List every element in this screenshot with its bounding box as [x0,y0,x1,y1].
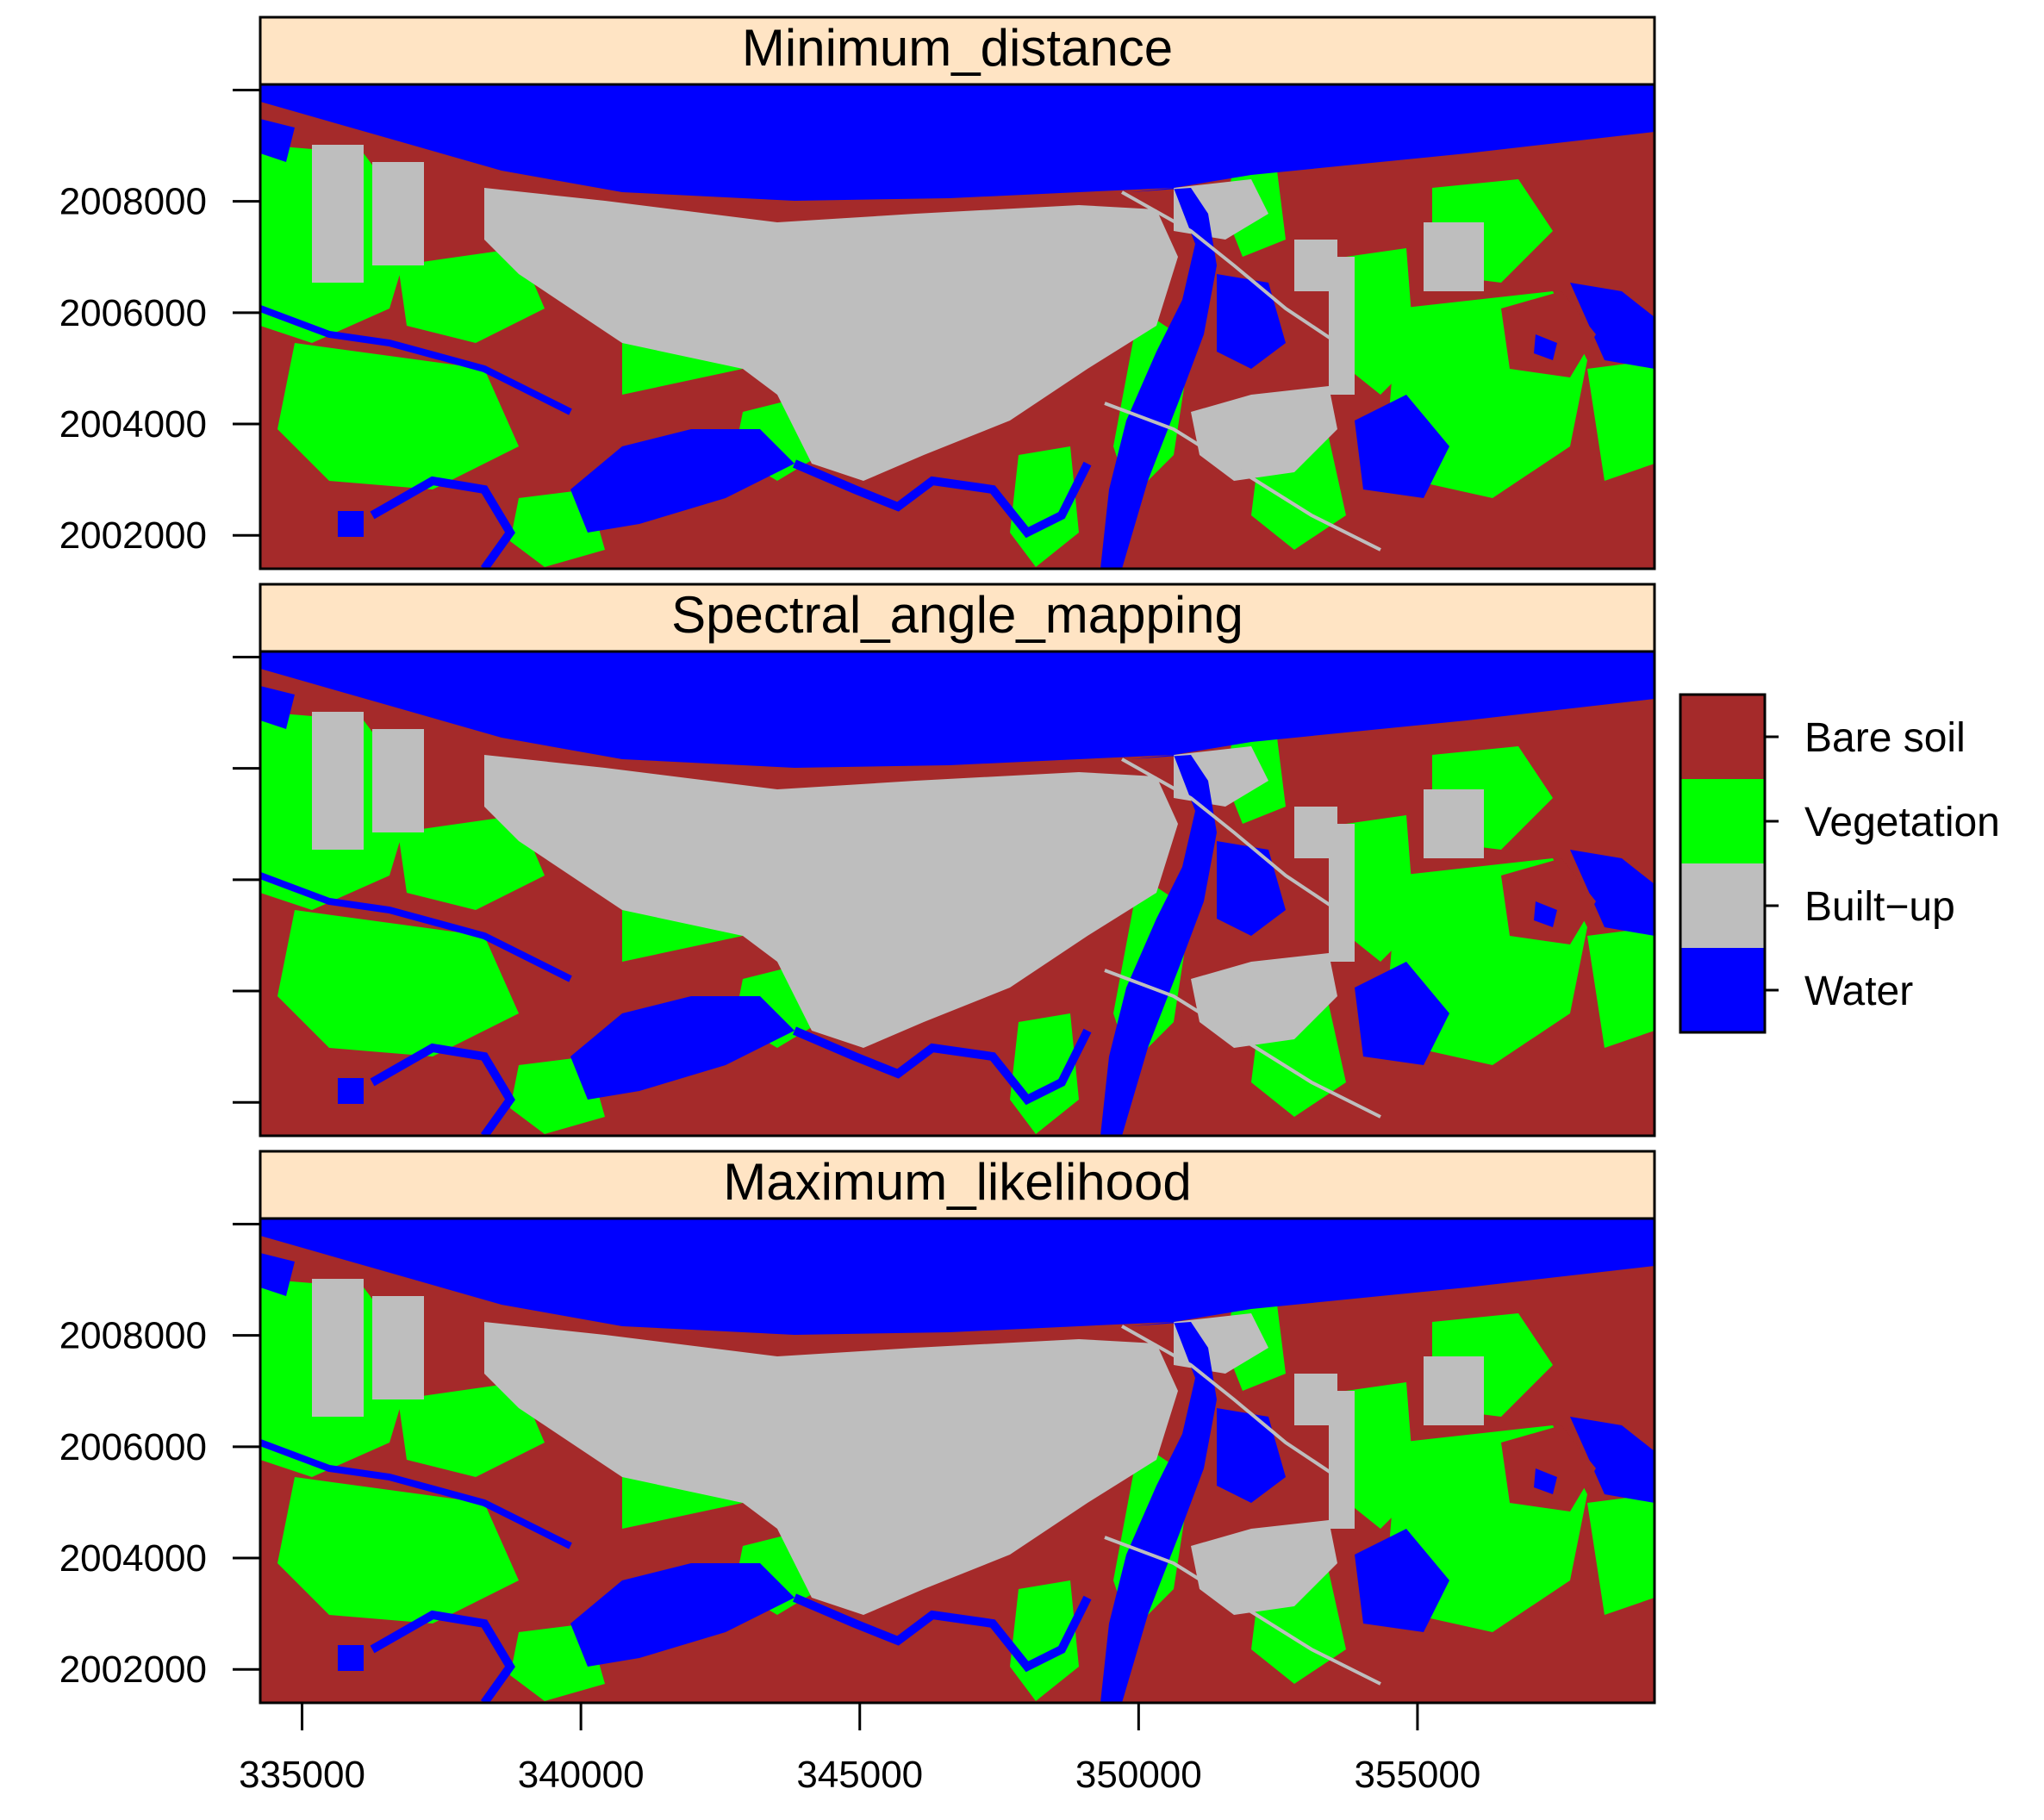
legend: Bare soil Vegetation Built−up Water [1679,693,2000,1034]
panel-strip [259,16,1656,86]
legend-label: Bare soil [1804,715,1966,761]
legend-swatch [1680,863,1765,948]
panel-title: Minimum_distance [742,19,1173,77]
x-tick-label: 355000 [1355,1754,1481,1796]
legend-label: Built−up [1804,884,1955,930]
y-tick-label: 2006000 [59,292,207,334]
y-tick-label: 2004000 [59,403,207,446]
panel-strip [259,1150,1656,1220]
panel-3: Maximum_likelihood 2002000 2004000 2006000 2… [59,1150,1656,1705]
legend-label: Water [1804,969,1913,1014]
y-tick-label: 2002000 [59,514,207,557]
legend-swatch [1680,948,1765,1032]
x-tick-label: 340000 [518,1754,645,1796]
y-tick-label: 2002000 [59,1649,207,1691]
x-tick-label: 350000 [1075,1754,1202,1796]
panel-title: Spectral_angle_mapping [671,586,1243,644]
y-tick-label: 2006000 [59,1426,207,1468]
panel-1: Minimum_distance 2002000 2004000 2006000 200… [59,16,1656,570]
x-tick-label: 345000 [796,1754,923,1796]
panel-frame [259,1217,1656,1705]
classification-raster [260,651,1655,1136]
panel-frame [259,83,1656,570]
y-tick-label: 2004000 [59,1537,207,1580]
y-tick-label: 2008000 [59,181,207,223]
x-tick-label: 335000 [239,1754,365,1796]
classification-raster [260,84,1655,569]
legend-label: Vegetation [1804,800,2000,845]
panel-strip [259,583,1656,653]
legend-swatch [1680,779,1765,863]
panel-2: Spectral_angle_mapping [233,583,1656,1138]
y-tick-label: 2008000 [59,1315,207,1357]
panel-title: Maximum_likelihood [723,1153,1192,1211]
legend-frame [1679,693,1767,1034]
panel-frame [259,650,1656,1138]
classification-raster [260,1219,1655,1703]
legend-swatch [1680,695,1765,779]
